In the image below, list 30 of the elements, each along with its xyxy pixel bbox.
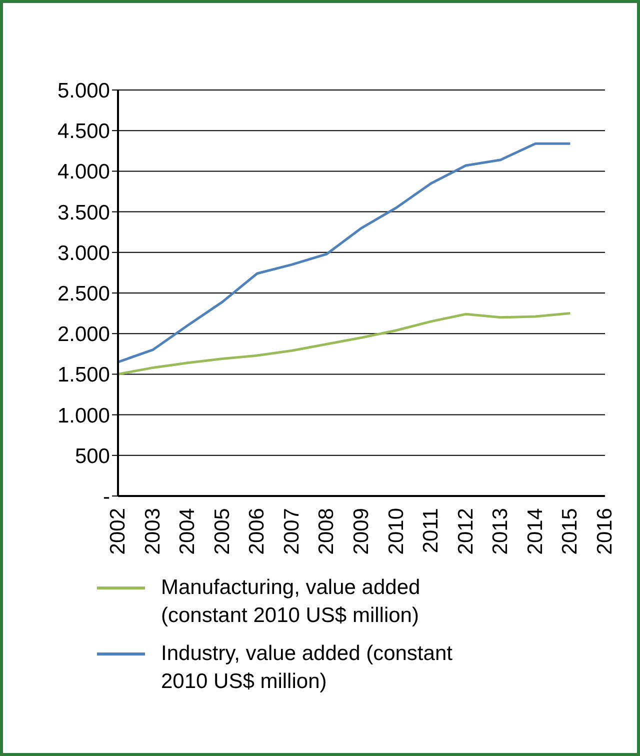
x-tick-label: 2004	[176, 508, 200, 555]
y-tick-label: 4.500	[57, 120, 110, 144]
y-tick-label: 2.000	[57, 323, 110, 346]
x-tick-label: 2014	[524, 508, 547, 555]
y-tick-label: -	[103, 485, 110, 508]
y-tick-label: 3.000	[57, 242, 110, 265]
x-tick-label: 2015	[558, 508, 582, 555]
x-tick-label: 2012	[454, 508, 478, 555]
y-tick-label: 3.500	[57, 201, 110, 224]
legend-label: Manufacturing, value added (constant 2010 US$ million)	[161, 575, 422, 629]
x-tick-label: 2013	[489, 508, 512, 555]
y-tick-label: 2.500	[57, 282, 110, 306]
x-tick-label: 2008	[315, 508, 338, 555]
x-tick-label: 2002	[106, 508, 130, 555]
line-series	[116, 312, 572, 376]
line-series	[116, 142, 572, 364]
x-tick-label: 2010	[384, 508, 408, 555]
x-tick-label: 2006	[246, 508, 269, 555]
legend-label: Industry, value added (constant 2010 US$ million)	[161, 641, 454, 695]
x-tick-label: 2016	[594, 508, 616, 555]
y-tick-label: 5.000	[57, 79, 110, 102]
y-tick-label: 4.000	[57, 160, 110, 184]
x-tick-label: 2009	[350, 508, 373, 555]
y-tick-label: 1.500	[57, 364, 110, 387]
x-tick-label: 2005	[210, 508, 234, 555]
x-tick-label: 2003	[141, 508, 164, 555]
x-tick-label: 2011	[420, 508, 443, 554]
x-tick-label: 2007	[280, 508, 304, 555]
y-tick-label: 1.000	[57, 404, 110, 428]
y-tick-label: 500	[74, 444, 110, 468]
